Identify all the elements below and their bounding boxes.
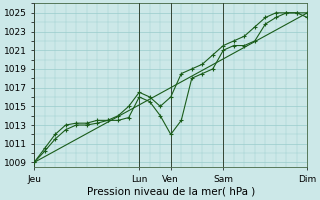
- X-axis label: Pression niveau de la mer( hPa ): Pression niveau de la mer( hPa ): [87, 187, 255, 197]
